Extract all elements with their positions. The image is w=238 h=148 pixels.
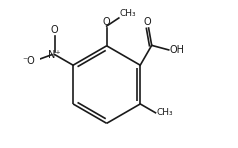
Text: N⁺: N⁺	[49, 50, 61, 60]
Text: CH₃: CH₃	[119, 9, 136, 18]
Text: O: O	[103, 17, 110, 27]
Text: OH: OH	[169, 45, 184, 55]
Text: ⁻O: ⁻O	[22, 56, 35, 66]
Text: O: O	[144, 17, 152, 27]
Text: O: O	[51, 25, 59, 35]
Text: CH₃: CH₃	[156, 108, 173, 117]
